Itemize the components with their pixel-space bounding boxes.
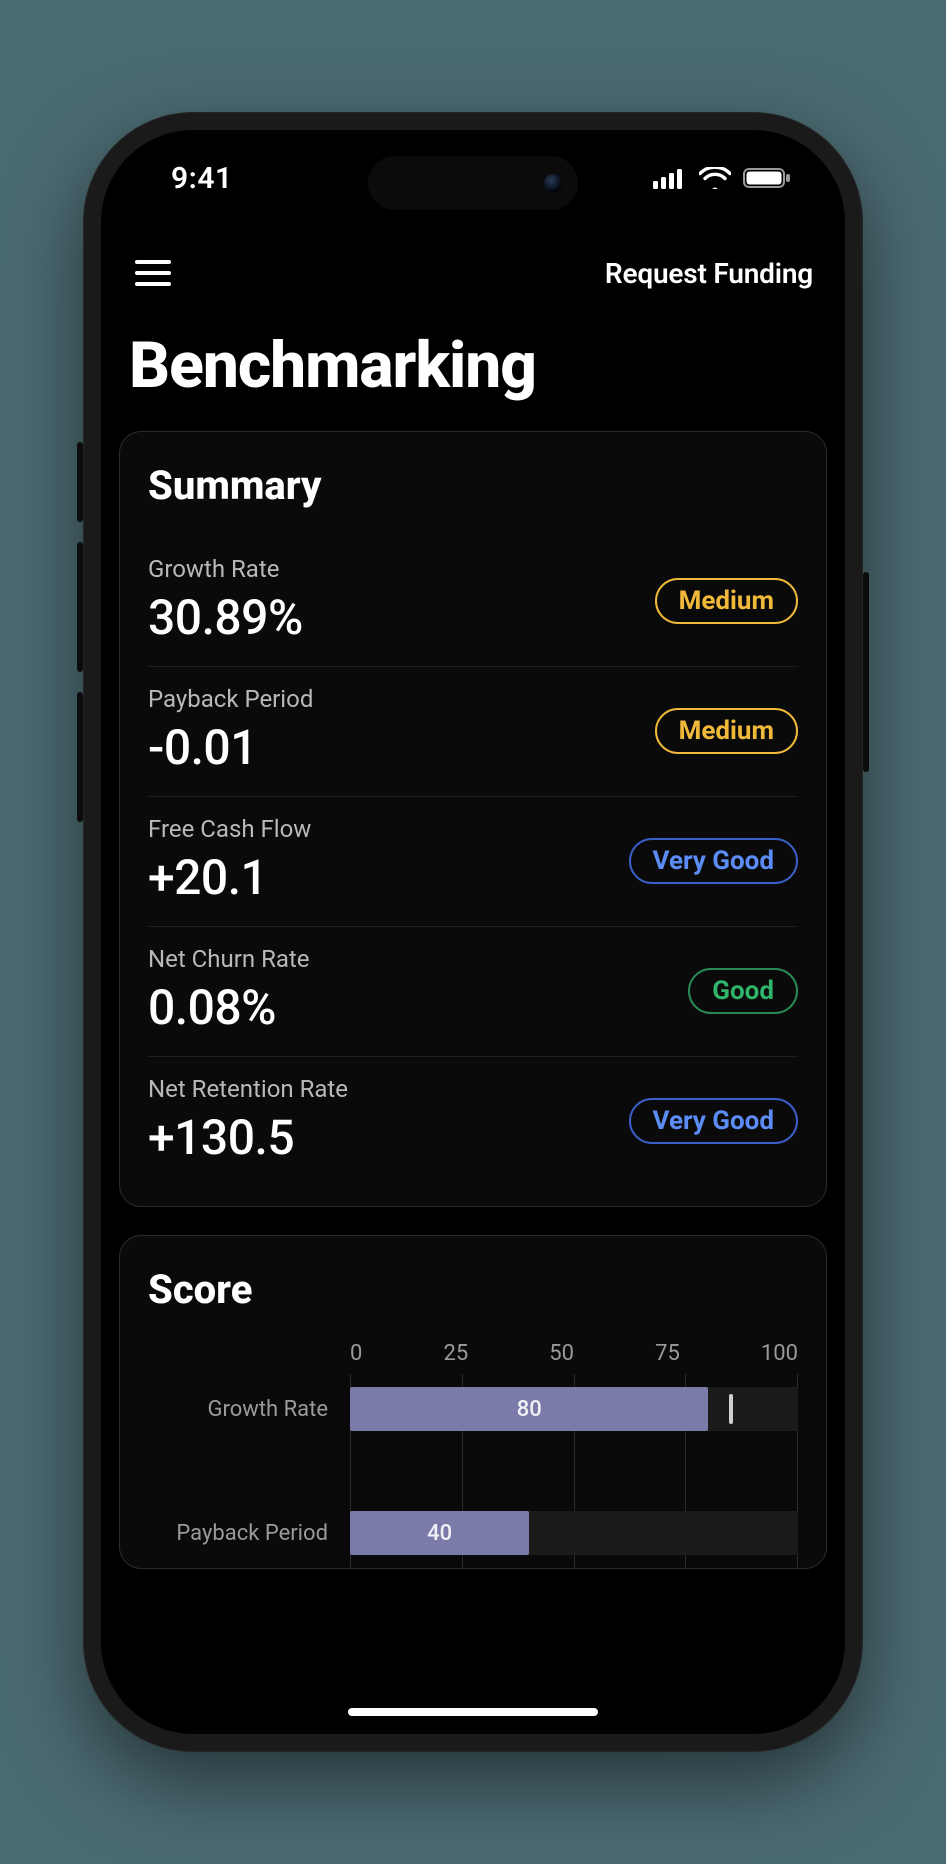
screen: 9:41: [101, 130, 845, 1734]
metric-left: Net Churn Rate 0.08%: [148, 945, 309, 1036]
request-funding-button[interactable]: Request Funding: [605, 257, 813, 290]
metric-left: Free Cash Flow +20.1: [148, 815, 311, 906]
chart-axis: 0 25 50 75 100: [350, 1341, 798, 1374]
status-badge: Medium: [655, 708, 798, 754]
axis-tick-label: 25: [443, 1341, 468, 1366]
page-title: Benchmarking: [101, 304, 845, 431]
front-camera: [544, 174, 562, 192]
summary-card: Summary Growth Rate30.89%MediumPayback P…: [119, 431, 827, 1207]
menu-icon[interactable]: [129, 252, 177, 294]
axis-tick-label: 100: [761, 1341, 798, 1366]
metric-row: Net Churn Rate 0.08% Good: [148, 927, 798, 1057]
bar-tick-mark: [729, 1394, 733, 1424]
power-button: [863, 572, 869, 772]
wifi-icon: [699, 167, 731, 189]
metric-left: Payback Period -0.01: [148, 685, 313, 776]
metric-value: +20.1: [148, 849, 311, 906]
metric-left: Net Retention Rate +130.5: [148, 1075, 348, 1166]
metric-value: 0.08%: [148, 979, 309, 1036]
metric-label: Net Retention Rate: [148, 1075, 348, 1103]
summary-title: Summary: [148, 462, 798, 509]
topbar: Request Funding: [101, 240, 845, 304]
status-badge: Good: [688, 968, 798, 1014]
bar-track: 40: [350, 1498, 798, 1568]
score-card: Score 0 25 50 75 100 Growth Rate 80 Payback Per…: [119, 1235, 827, 1569]
metric-row: Growth Rate 30.89% Medium: [148, 537, 798, 667]
status-time: 9:41: [171, 161, 233, 196]
volume-button: [77, 692, 83, 822]
home-indicator[interactable]: [348, 1708, 598, 1716]
dynamic-island: [368, 156, 578, 210]
metric-row: Net Retention Rate +130.5 Very Good: [148, 1057, 798, 1186]
content: Request Funding Benchmarking Summary Gro…: [101, 240, 845, 1734]
axis-tick-label: 75: [655, 1341, 680, 1366]
score-chart: 0 25 50 75 100 Growth Rate 80 Payback Period 40: [148, 1341, 798, 1568]
score-title: Score: [148, 1266, 798, 1313]
bar-label: Growth Rate: [148, 1374, 338, 1444]
axis-tick-label: 50: [549, 1341, 574, 1366]
volume-button: [77, 542, 83, 672]
metric-row: Free Cash Flow +20.1 Very Good: [148, 797, 798, 927]
battery-icon: [743, 167, 791, 189]
bar-track: 80: [350, 1374, 798, 1444]
status-badge: Very Good: [629, 1098, 798, 1144]
metric-left: Growth Rate 30.89%: [148, 555, 303, 646]
status-badge: Medium: [655, 578, 798, 624]
metric-label: Payback Period: [148, 685, 313, 713]
metric-value: 30.89%: [148, 589, 303, 646]
status-indicators: [653, 167, 791, 189]
phone-frame: 9:41: [83, 112, 863, 1752]
volume-button: [77, 442, 83, 522]
cellular-icon: [653, 167, 687, 189]
status-badge: Very Good: [629, 838, 798, 884]
metric-row: Payback Period -0.01 Medium: [148, 667, 798, 797]
metric-value: +130.5: [148, 1109, 348, 1166]
summary-list: Growth Rate 30.89% Medium Payback Period -0.…: [148, 537, 798, 1186]
bar-fill: 40: [350, 1511, 529, 1555]
bar-fill: 80: [350, 1387, 708, 1431]
metric-label: Growth Rate: [148, 555, 303, 583]
metric-label: Free Cash Flow: [148, 815, 311, 843]
metric-value: -0.01: [148, 719, 313, 776]
metric-label: Net Churn Rate: [148, 945, 309, 973]
axis-tick-label: 0: [350, 1341, 362, 1366]
bar-label: Payback Period: [148, 1498, 338, 1568]
